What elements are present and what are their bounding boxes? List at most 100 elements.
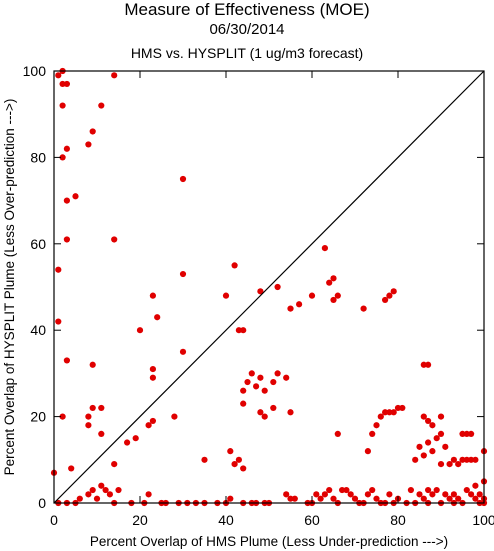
data-point (390, 288, 397, 295)
data-point (326, 279, 333, 286)
data-point (437, 430, 445, 437)
data-point (149, 292, 156, 299)
data-point (132, 435, 139, 442)
data-point (287, 495, 294, 502)
y-tick-label: 0 (38, 495, 46, 511)
data-point (373, 495, 380, 502)
ticks-layer: 0 20 40 60 80 100 0 20 40 60 80 100 (23, 63, 494, 528)
data-point (425, 439, 432, 446)
data-point (274, 370, 281, 377)
data-point (63, 80, 70, 88)
data-point (412, 456, 419, 463)
data-point (334, 292, 341, 299)
data-point (472, 495, 479, 502)
x-axis-label: Percent Overlap of HMS Plume (Less Under… (90, 534, 448, 549)
data-point (102, 486, 109, 494)
reference-diagonal-line (53, 70, 485, 504)
data-point (373, 422, 380, 429)
data-point (450, 491, 457, 498)
data-point (455, 461, 462, 468)
data-point (231, 262, 238, 269)
data-point (287, 305, 294, 312)
x-tick-label: 40 (218, 512, 234, 528)
data-point (446, 495, 453, 502)
data-point (93, 495, 101, 502)
data-point (455, 495, 462, 502)
data-point (468, 456, 475, 463)
data-point (394, 404, 402, 412)
data-point (55, 318, 62, 325)
data-point (429, 491, 436, 498)
data-point (89, 486, 96, 494)
x-tick-label: 20 (132, 512, 148, 528)
data-point (261, 387, 268, 394)
data-point (463, 486, 470, 494)
data-point (111, 461, 118, 468)
data-point (399, 404, 406, 412)
data-point (317, 495, 324, 502)
data-point (472, 456, 479, 463)
data-point (149, 417, 156, 425)
title-block: Measure of Effectiveness (MOE) 06/30/201… (0, 0, 494, 63)
y-tick-label: 20 (30, 409, 46, 425)
data-point (433, 486, 440, 494)
data-point (425, 417, 432, 425)
data-point (85, 491, 92, 498)
data-point (98, 482, 105, 489)
data-point (386, 491, 393, 498)
x-tick-label: 60 (304, 512, 320, 528)
data-point (476, 491, 483, 498)
data-point (257, 374, 264, 381)
data-point (76, 495, 83, 502)
data-point (425, 486, 432, 494)
data-point (235, 327, 242, 334)
data-point (248, 370, 255, 377)
data-point (459, 430, 466, 437)
data-point (115, 486, 122, 494)
data-point (68, 465, 75, 472)
data-point (257, 409, 264, 416)
data-point (63, 197, 70, 204)
points-layer (50, 67, 488, 507)
data-point (179, 348, 187, 355)
data-point (63, 236, 70, 243)
data-point (270, 378, 277, 386)
data-point (446, 461, 453, 468)
data-point (145, 422, 152, 429)
data-point (343, 486, 350, 494)
data-point (420, 361, 427, 368)
data-point (59, 80, 66, 88)
data-point (63, 145, 70, 152)
data-point (106, 491, 113, 498)
y-axis-label: Percent Overlap of HYSPLIT Plume (Less O… (2, 99, 17, 476)
data-point (330, 275, 337, 282)
y-tick-label: 40 (30, 322, 46, 338)
data-point (308, 292, 316, 299)
data-point (291, 495, 298, 502)
data-point (407, 486, 414, 494)
data-point (442, 443, 449, 450)
x-tick-label: 0 (50, 512, 58, 528)
y-tick-label: 80 (30, 149, 46, 165)
data-point (287, 409, 294, 416)
data-point (442, 491, 449, 498)
data-point (420, 413, 427, 420)
data-point (377, 413, 384, 420)
data-point (111, 72, 118, 79)
data-point (468, 491, 475, 498)
data-point (390, 409, 397, 416)
data-point (386, 292, 393, 299)
data-point (145, 491, 152, 498)
data-point (55, 266, 62, 273)
data-point (364, 491, 371, 498)
data-point (433, 435, 440, 442)
data-point (339, 486, 346, 494)
plot-frame (53, 70, 485, 504)
data-point (330, 495, 337, 502)
data-point (321, 245, 328, 252)
data-point (235, 456, 242, 463)
data-point (149, 374, 156, 381)
data-point (416, 443, 423, 450)
data-point (334, 430, 341, 437)
